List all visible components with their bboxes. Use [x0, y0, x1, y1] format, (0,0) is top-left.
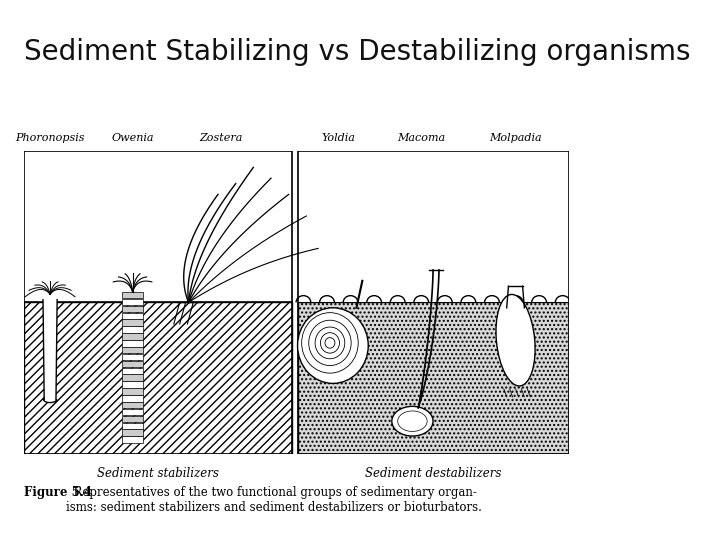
Ellipse shape [496, 294, 535, 386]
Bar [122, 320, 143, 326]
Text: Sediment destabilizers: Sediment destabilizers [365, 467, 501, 480]
Bar [122, 388, 143, 395]
Bar [122, 347, 143, 354]
Bar [122, 313, 143, 319]
Text: Macoma: Macoma [397, 133, 446, 143]
Bar [122, 354, 143, 360]
Text: Molpadia: Molpadia [489, 133, 542, 143]
Bar [297, 151, 569, 302]
Text: Representatives of the two functional groups of sedimentary organ-
isms: sedimen: Representatives of the two functional gr… [66, 486, 482, 514]
Bar [122, 409, 143, 415]
Text: Phoronopsis: Phoronopsis [15, 133, 85, 143]
Text: Zostera: Zostera [199, 133, 243, 143]
Ellipse shape [297, 308, 368, 383]
Bar [122, 422, 143, 429]
Bar [24, 151, 292, 302]
Bar [122, 429, 143, 436]
Text: Sediment Stabilizing vs Destabilizing organisms: Sediment Stabilizing vs Destabilizing or… [24, 38, 690, 66]
Bar [122, 395, 143, 402]
Bar [122, 402, 143, 408]
Bar [122, 368, 143, 374]
Text: Owenia: Owenia [112, 133, 154, 143]
Bar [122, 326, 143, 333]
Bar [122, 333, 143, 340]
Bar [122, 436, 143, 443]
Bar [24, 151, 292, 454]
Bar [122, 381, 143, 388]
Bar [122, 340, 143, 347]
Bar [297, 302, 569, 454]
Bar [297, 151, 569, 454]
Polygon shape [43, 300, 57, 405]
Bar [122, 361, 143, 367]
Text: Yoldia: Yoldia [322, 133, 356, 143]
Bar [24, 302, 292, 454]
Text: Sediment stabilizers: Sediment stabilizers [96, 467, 219, 480]
Bar [122, 292, 143, 299]
Bar [122, 306, 143, 312]
Text: Figure 5.4: Figure 5.4 [24, 486, 91, 499]
Ellipse shape [392, 406, 433, 436]
Bar [122, 374, 143, 381]
Bar [122, 299, 143, 305]
Bar [122, 416, 143, 422]
